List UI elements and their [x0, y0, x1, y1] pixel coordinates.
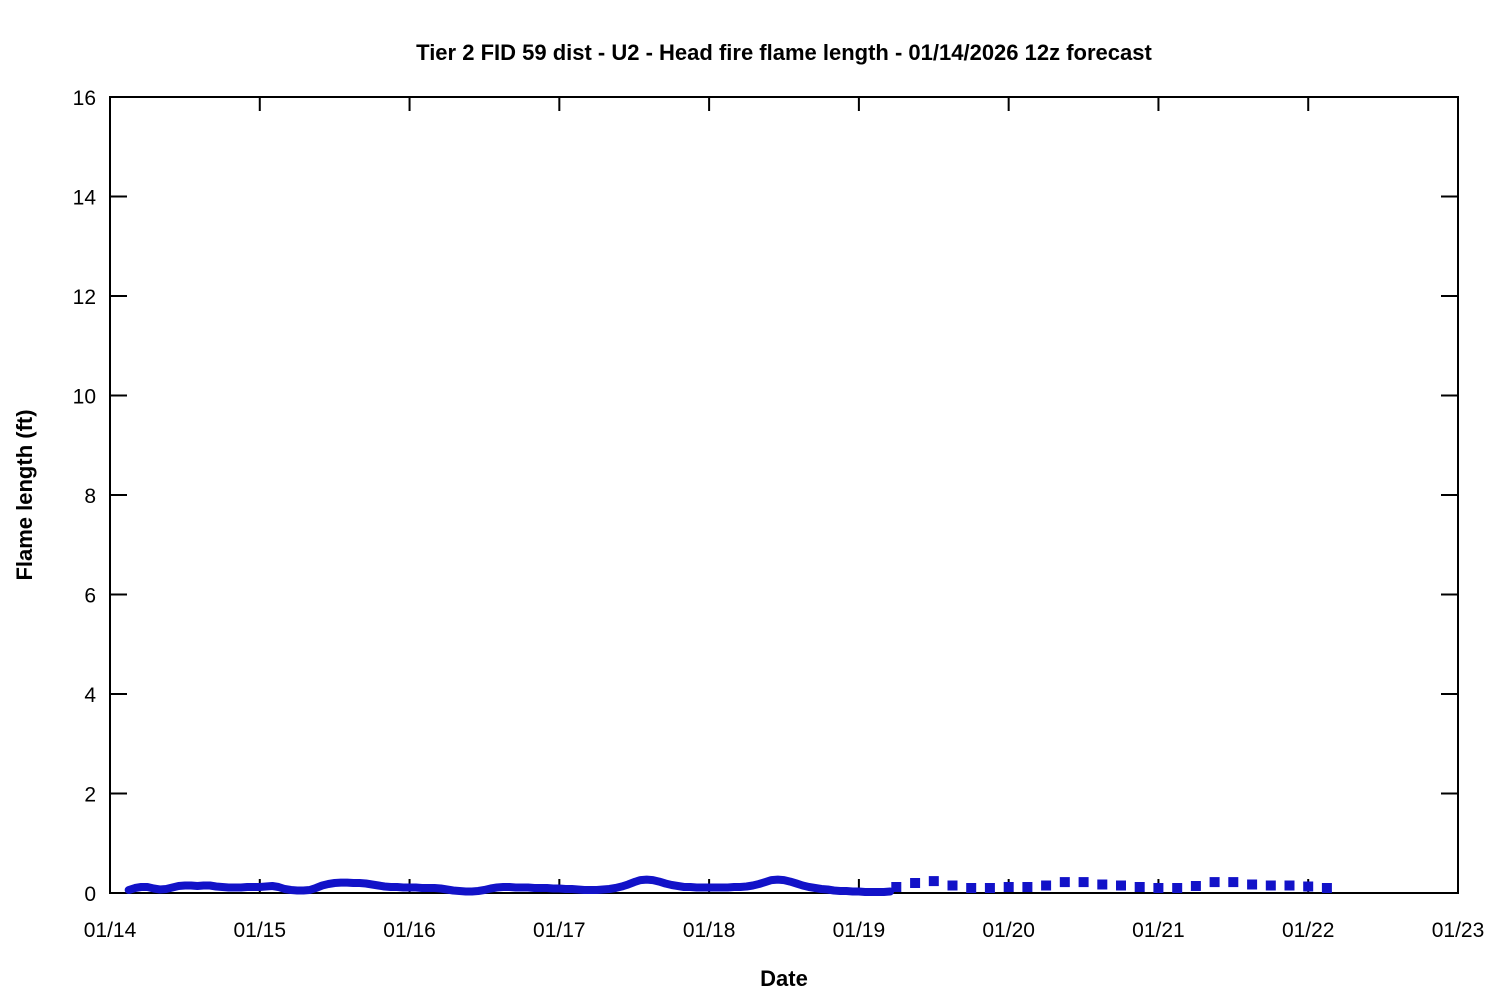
x-tick-label: 01/14 [84, 919, 137, 942]
flame-length-forecast-point [1303, 881, 1314, 892]
flame-length-forecast-point [1228, 877, 1239, 888]
flame-length-forecast-point [1209, 877, 1220, 888]
flame-length-forecast-point [1321, 883, 1332, 893]
y-tick-label: 10 [73, 386, 96, 409]
x-tick-label: 01/23 [1432, 919, 1485, 942]
flame-length-forecast-point [1134, 882, 1145, 892]
flame-length-forecast-point [1172, 883, 1183, 893]
x-tick-label: 01/17 [533, 919, 586, 942]
flame-length-forecast-point [1284, 880, 1295, 891]
plot-area: 01/14 01/15 01/16 01/17 01/18 01/19 01/20 01/21… [73, 87, 1485, 942]
flame-length-forecast-point [910, 878, 921, 888]
flame-length-forecast-point [1153, 883, 1164, 893]
x-tick-label: 01/19 [833, 919, 886, 942]
y-tick-label: 2 [84, 784, 96, 807]
flame-length-forecast-point [1116, 880, 1126, 891]
flame-length-forecast-point [984, 883, 995, 893]
x-tick-label: 01/16 [383, 919, 436, 942]
flame-length-forecast-point [1003, 882, 1014, 892]
x-tick-label: 01/21 [1132, 919, 1185, 942]
flame-length-forecast-point [1190, 881, 1201, 891]
y-tick-label: 4 [84, 684, 96, 707]
flame-length-forecast-point [891, 882, 902, 892]
flame-length-forecast-point [947, 880, 958, 891]
flame-length-forecast-point [1059, 877, 1070, 888]
flame-length-forecast-point [1247, 879, 1258, 890]
x-tick-label: 01/15 [233, 919, 286, 942]
flame-length-forecast-point [928, 876, 939, 887]
flame-length-forecast-point [1097, 879, 1108, 890]
flame-length-forecast-point [1041, 880, 1052, 891]
y-tick-label: 6 [84, 585, 96, 608]
y-tick-label: 14 [73, 187, 97, 210]
flame-length-forecast-point [1265, 880, 1276, 891]
y-tick-label: 0 [84, 883, 96, 906]
flame-length-solid-line [124, 875, 895, 896]
x-tick-label: 01/20 [982, 919, 1035, 942]
chart-title: Tier 2 FID 59 dist - U2 - Head fire flam… [416, 40, 1152, 65]
plot-frame [109, 96, 1459, 894]
flame-length-forecast-point [966, 883, 977, 893]
flame-length-forecast-point [1022, 882, 1033, 892]
x-tick-label: 01/22 [1282, 919, 1335, 942]
x-axis-title: Date [760, 966, 808, 991]
y-tick-label: 12 [73, 286, 96, 309]
flame-length-forecast-point [1078, 877, 1089, 888]
x-tick-label: 01/18 [683, 919, 736, 942]
y-tick-label: 8 [84, 485, 96, 508]
y-tick-label: 16 [73, 87, 96, 110]
y-axis-title: Flame length (ft) [12, 409, 37, 580]
